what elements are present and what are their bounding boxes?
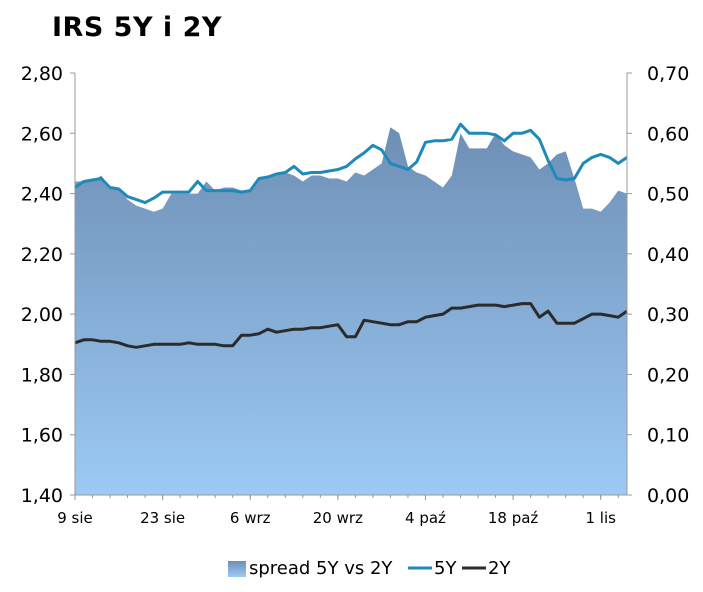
y-left-tick-label: 2,60: [21, 123, 63, 145]
y-right-tick-label: 0,10: [647, 425, 689, 447]
y-left-tick-label: 2,00: [21, 304, 63, 326]
y-left-tick-label: 1,60: [21, 425, 63, 447]
chart-title: IRS 5Y i 2Y: [52, 12, 222, 43]
x-tick-label: 20 wrz: [313, 509, 363, 527]
y-left-tick-label: 2,40: [21, 184, 63, 206]
y-left-tick-label: 2,20: [21, 244, 63, 266]
x-tick-label: 23 sie: [140, 509, 185, 527]
series-line-5y: [74, 122, 628, 205]
x-tick-label: 1 lis: [585, 509, 616, 527]
legend-label-5y: 5Y: [434, 558, 457, 579]
axes: 1,40 1,60 1,80 2,00 2,20 2,40 2,60 2,80 0,00 0,10…: [21, 63, 690, 527]
y-right-tick-label: 0,40: [647, 244, 689, 266]
x-tick-label: 6 wrz: [230, 509, 271, 527]
spread-area: [75, 127, 627, 496]
legend-label-spread: spread 5Y vs 2Y: [249, 558, 393, 579]
legend: spread 5Y vs 2Y 5Y 2Y: [228, 558, 511, 579]
x-tick-label: 9 sie: [57, 509, 93, 527]
y-left-tick-label: 1,40: [21, 485, 63, 507]
plot-area: [74, 122, 628, 496]
y-right-tick-label: 0,60: [647, 123, 689, 145]
x-tick-label: 18 paź: [488, 509, 539, 527]
y-right-tick-label: 0,30: [647, 304, 689, 326]
y-right-tick-label: 0,70: [647, 63, 689, 85]
y-left-tick-label: 1,80: [21, 364, 63, 386]
legend-swatch-spread: [228, 561, 246, 577]
series-line-2y: [74, 302, 628, 349]
legend-label-2y: 2Y: [488, 558, 511, 579]
y-left-tick-label: 2,80: [21, 63, 63, 85]
y-right-tick-label: 0,50: [647, 184, 689, 206]
y-right-tick-label: 0,20: [647, 364, 689, 386]
y-right-tick-label: 0,00: [647, 485, 689, 507]
x-tick-label: 4 paź: [405, 509, 446, 527]
